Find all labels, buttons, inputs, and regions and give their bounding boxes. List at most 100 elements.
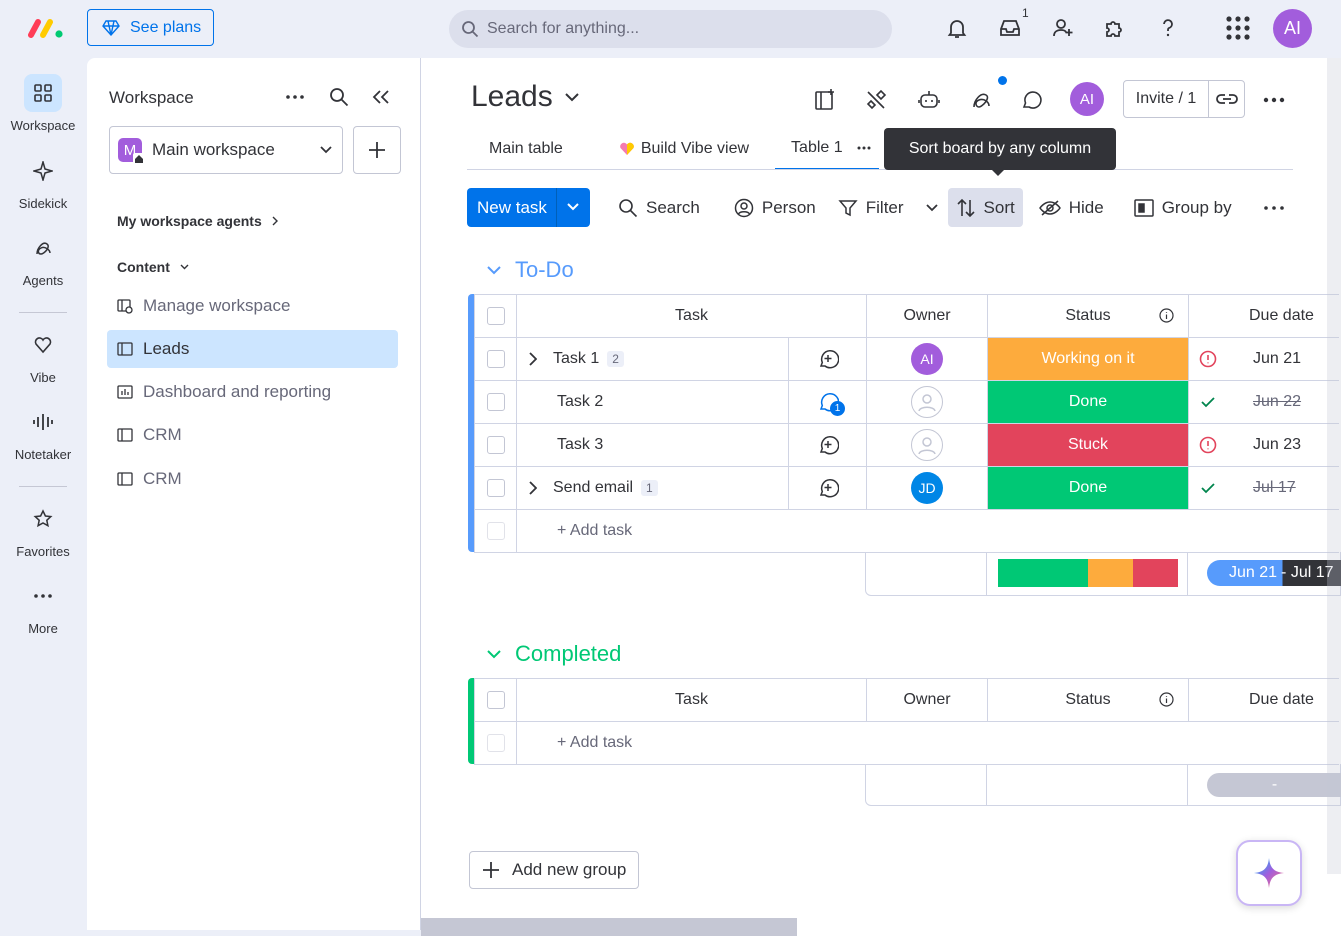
more-options-icon[interactable] [285,94,305,100]
help-icon[interactable] [1156,16,1180,40]
board-owner-avatar[interactable]: AI [1070,82,1104,116]
horizontal-scrollbar[interactable] [421,918,797,936]
nav-item-leads[interactable]: Leads [107,330,398,368]
rail-item-vibe[interactable]: Vibe [0,326,86,385]
task-name[interactable]: Task 3 [557,436,604,453]
add-new-group-button[interactable]: Add new group [469,851,639,889]
tab-build-vibe-view[interactable]: Build Vibe view [585,128,771,170]
invite-user-icon[interactable] [1051,16,1075,40]
integrations-icon[interactable] [864,88,888,112]
bell-icon[interactable] [945,16,969,40]
add-item-button[interactable] [353,126,401,174]
column-owner[interactable]: Owner [866,678,988,722]
owner-avatar[interactable]: AI [911,343,943,375]
invite-button[interactable]: Invite / 1 [1123,80,1245,118]
info-icon[interactable] [1159,308,1174,323]
sort-button[interactable]: Sort [947,188,1023,227]
rail-item-favorites[interactable]: Favorites [0,500,86,559]
add-update-icon[interactable] [789,348,866,370]
rail-item-agents[interactable]: Agents [0,229,86,288]
hide-button[interactable]: Hide [1031,188,1112,227]
collapse-panel-icon[interactable] [372,89,390,105]
global-search-input[interactable]: Search for anything... [449,10,892,48]
tab-options-icon[interactable] [857,146,871,150]
sidebar-toggle-icon[interactable] [813,88,837,112]
nav-item-crm[interactable]: CRM [107,460,398,498]
rail-item-workspace[interactable]: Workspace [0,74,86,133]
column-due-date[interactable]: Due date [1188,678,1339,722]
agent-icon[interactable] [969,88,993,112]
puzzle-icon[interactable] [1103,16,1127,40]
task-name[interactable]: Send email [553,479,634,496]
timeline-summary[interactable]: - [1207,773,1341,797]
person-filter-button[interactable]: Person [726,188,824,227]
add-task-row[interactable]: + Add task [474,721,1339,765]
new-task-button[interactable]: New task [467,188,590,227]
group-header-todo[interactable]: To-Do [487,257,574,283]
row-checkbox[interactable] [486,436,505,454]
column-status[interactable]: Status [987,678,1189,722]
subitems-count[interactable]: 2 [607,351,624,367]
group-by-button[interactable]: Group by [1126,188,1240,227]
status-cell[interactable]: Done [987,380,1189,424]
status-distribution-bar[interactable] [998,559,1178,587]
table-row[interactable]: Task 3 Stuck Jun 23 [474,423,1339,467]
column-task[interactable]: Task [516,678,867,722]
due-date-value[interactable]: Jun 23 [1253,436,1302,453]
group-header-completed[interactable]: Completed [487,641,621,667]
task-name[interactable]: Task 2 [557,393,604,410]
subitems-count[interactable]: 1 [641,480,658,496]
table-row[interactable]: Task 1 2 AI Working on it Jun 21 [474,337,1339,381]
nav-item-dashboard[interactable]: Dashboard and reporting [107,373,398,411]
add-update-icon[interactable] [789,477,866,499]
column-due-date[interactable]: Due date [1188,294,1339,338]
vertical-scrollbar[interactable] [1327,58,1341,874]
due-date-value[interactable]: Jun 22 [1253,393,1302,410]
link-icon[interactable] [1209,92,1244,106]
tab-table-1[interactable]: Table 1 [775,128,879,170]
row-checkbox[interactable] [486,479,505,497]
add-task-row[interactable]: + Add task [474,509,1339,553]
robot-icon[interactable] [917,88,941,112]
chevron-down-icon[interactable] [925,203,938,212]
row-checkbox[interactable] [486,393,505,411]
select-all-checkbox[interactable] [486,691,505,709]
nav-item-manage-workspace[interactable]: Manage workspace [107,287,398,325]
empty-owner-icon[interactable] [911,386,943,418]
apps-grid-icon[interactable] [1225,15,1251,41]
see-plans-button[interactable]: See plans [87,9,214,46]
search-icon[interactable] [329,87,349,107]
status-cell[interactable]: Stuck [987,423,1189,467]
add-task-input[interactable]: + Add task [557,734,633,751]
workspace-agents-link[interactable]: My workspace agents [117,213,278,229]
user-avatar[interactable]: AI [1273,9,1312,48]
rail-item-notetaker[interactable]: Notetaker [0,403,86,462]
column-status[interactable]: Status [987,294,1189,338]
due-date-value[interactable]: Jul 17 [1253,479,1296,496]
table-row[interactable]: Task 2 1 Done Jun 22 [474,380,1339,424]
chevron-down-icon[interactable] [567,203,579,211]
row-checkbox[interactable] [486,350,505,368]
tab-main-table[interactable]: Main table [489,140,563,157]
column-task[interactable]: Task [516,294,867,338]
expand-subitems-icon[interactable] [529,352,537,366]
owner-avatar[interactable]: JD [911,472,943,504]
board-menu-icon[interactable] [1263,97,1285,103]
add-update-icon[interactable] [789,434,866,456]
inbox-icon[interactable] [998,16,1022,40]
nav-item-crm[interactable]: CRM [107,416,398,454]
column-owner[interactable]: Owner [866,294,988,338]
workspace-selector[interactable]: M Main workspace [109,126,343,174]
task-name[interactable]: Task 1 [553,350,600,367]
updates-icon[interactable]: 1 [789,391,866,416]
rail-item-sidekick[interactable]: Sidekick [0,152,86,211]
select-all-cell[interactable] [474,294,517,338]
table-row[interactable]: Send email 1 JD Done Jul 17 [474,466,1339,510]
expand-subitems-icon[interactable] [529,481,537,495]
info-icon[interactable] [1159,692,1174,707]
content-section-toggle[interactable]: Content [117,259,189,275]
board-title[interactable]: Leads [471,80,579,114]
filter-button[interactable]: Filter [830,188,946,227]
toolbar-more-icon[interactable] [1256,188,1292,227]
select-all-cell[interactable] [474,678,517,722]
